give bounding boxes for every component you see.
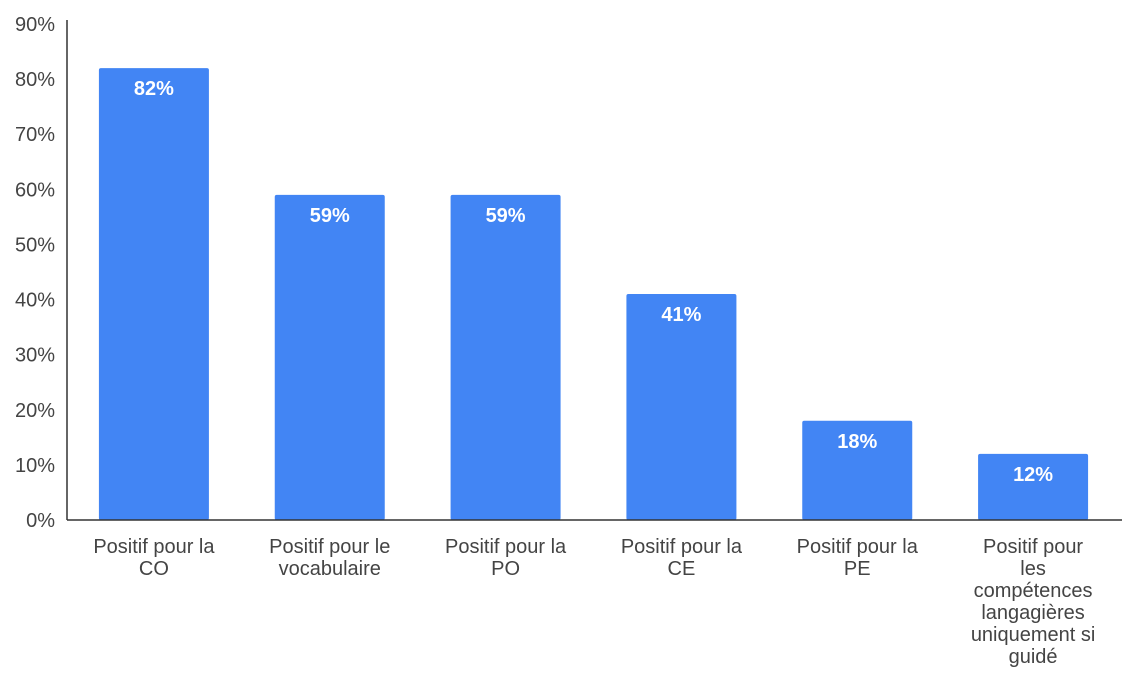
x-category-label: Positif pour la	[797, 536, 919, 558]
x-category-label: PO	[491, 558, 520, 580]
y-tick-label: 50%	[15, 234, 55, 256]
x-category-label: Positif pour	[983, 536, 1083, 558]
y-tick-label: 40%	[15, 290, 55, 312]
bar-value-label: 59%	[486, 205, 526, 227]
bar-value-label: 41%	[661, 304, 701, 326]
y-tick-label: 30%	[15, 345, 55, 367]
bar	[450, 194, 561, 520]
bar	[802, 420, 913, 520]
bars	[98, 68, 1089, 520]
bar-value-label: 82%	[134, 78, 174, 100]
data-labels: 82% 59% 59% 41% 18% 12%	[134, 78, 1053, 486]
x-category-label: Positif pour le	[269, 536, 390, 558]
y-tick-label: 60%	[15, 179, 55, 201]
y-tick-label: 0%	[26, 510, 55, 532]
x-category-label: langagières	[981, 602, 1084, 624]
x-category-label: Positif pour la	[445, 536, 567, 558]
x-category-label: les	[1020, 558, 1046, 580]
y-tick-label: 10%	[15, 455, 55, 477]
y-tick-label: 20%	[15, 400, 55, 422]
bar	[274, 194, 385, 520]
y-tick-label: 90%	[15, 14, 55, 36]
x-category-label: PE	[844, 558, 871, 580]
x-category-label: Positif pour la	[93, 536, 215, 558]
x-category-label: Positif pour la	[621, 536, 743, 558]
bar-value-label: 59%	[310, 205, 350, 227]
x-category-label: CO	[139, 558, 169, 580]
y-tick-label: 70%	[15, 124, 55, 146]
x-category-label: guidé	[1009, 646, 1058, 668]
bar-value-label: 12%	[1013, 464, 1053, 486]
x-category-label: compétences	[974, 580, 1093, 602]
bar-value-label: 18%	[837, 431, 877, 453]
x-category-label: CE	[668, 558, 696, 580]
x-category-label: uniquement si	[971, 624, 1096, 646]
bar	[978, 453, 1089, 520]
bar	[626, 294, 737, 520]
y-tick-label: 80%	[15, 69, 55, 91]
bar	[98, 68, 209, 520]
y-axis-ticks: 0% 10% 20% 30% 40% 50% 60% 70% 80% 90%	[15, 14, 55, 532]
x-category-label: vocabulaire	[279, 558, 381, 580]
